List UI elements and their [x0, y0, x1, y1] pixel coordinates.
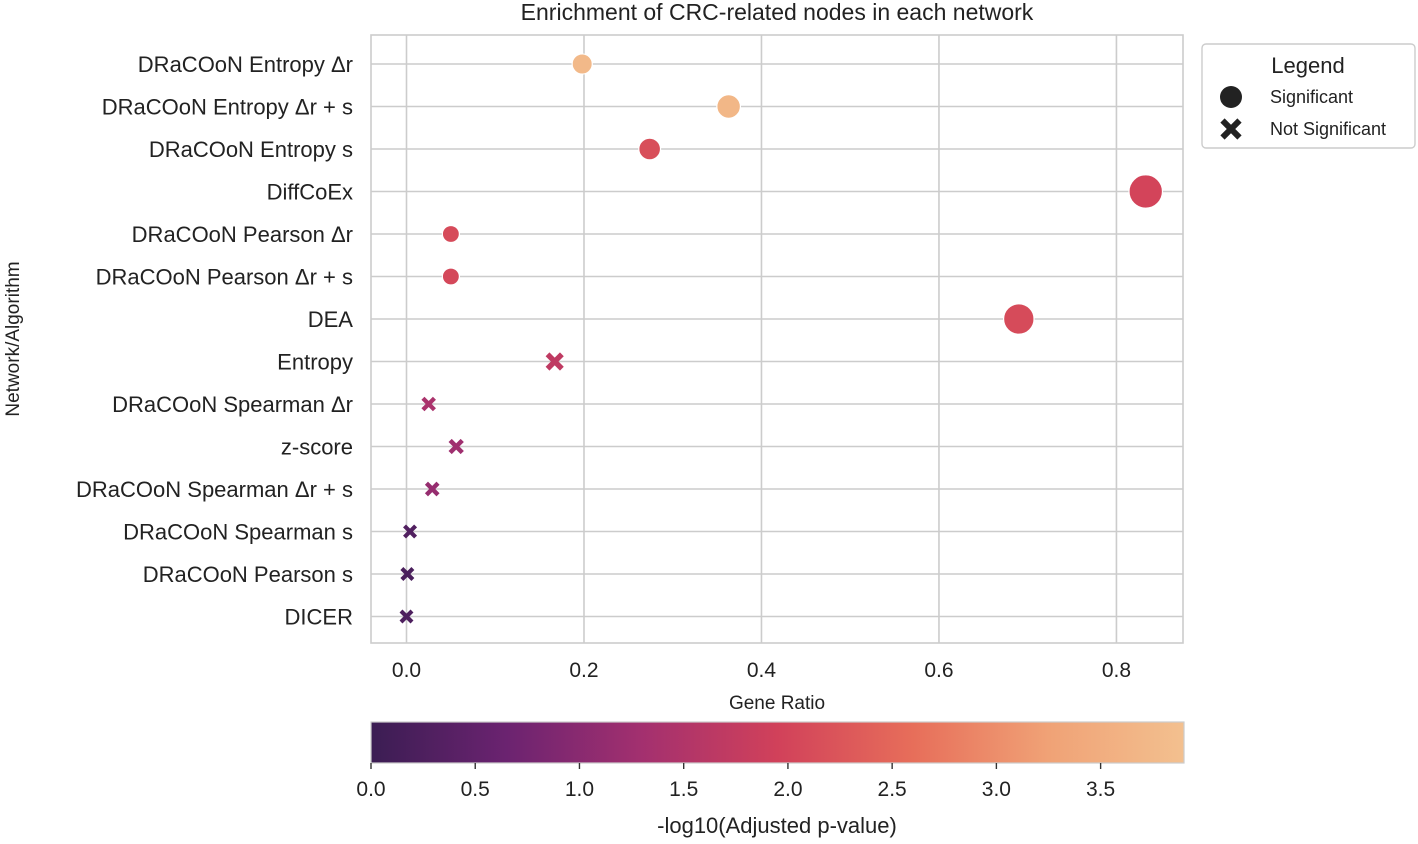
colorbar-gradient: [370, 721, 1185, 764]
y-tick-label: Entropy: [277, 350, 353, 375]
gridlines: [371, 35, 1183, 643]
data-point-not-significant: [545, 352, 564, 371]
legend-entry-label: Significant: [1270, 87, 1353, 107]
data-point-significant: [441, 267, 460, 286]
data-point-not-significant: [400, 567, 415, 581]
y-axis-label: Network/Algorithm: [3, 261, 24, 416]
data-point-not-significant: [448, 438, 464, 455]
data-point-significant: [571, 53, 593, 75]
colorbar-tick-label: 1.0: [565, 778, 594, 801]
colorbar-tick-label: 1.5: [669, 778, 698, 801]
plot-frame: [370, 34, 1184, 644]
data-point-significant: [638, 137, 662, 161]
y-tick-label: z-score: [281, 435, 353, 460]
data-point-significant: [716, 94, 742, 119]
y-tick-label: DRaCOoN Spearman Δr + s: [76, 477, 353, 502]
y-tick-label: DRaCOoN Entropy Δr: [138, 52, 353, 77]
x-tick-label: 0.0: [392, 659, 421, 682]
data-point-not-significant: [403, 524, 418, 539]
colorbar-tick-label: 2.0: [773, 778, 802, 801]
chart-title: Enrichment of CRC-related nodes in each …: [521, 0, 1034, 25]
legend-entry-label: Not Significant: [1270, 119, 1386, 139]
y-tick-label: DRaCOoN Pearson Δr + s: [96, 265, 353, 290]
legend-title: Legend: [1271, 53, 1344, 78]
legend-marker-x: [1220, 118, 1242, 140]
y-tick-label: DRaCOoN Entropy s: [149, 137, 353, 162]
x-tick-label: 0.8: [1102, 659, 1131, 682]
data-markers: [399, 53, 1164, 624]
data-point-not-significant: [424, 481, 440, 497]
data-point-significant: [1002, 303, 1035, 335]
data-point-significant: [1128, 174, 1164, 209]
y-tick-label: DiffCoEx: [267, 180, 353, 205]
colorbar-tick-label: 3.5: [1086, 778, 1115, 801]
colorbar-label: -log10(Adjusted p-value): [657, 813, 897, 838]
y-tick-label: DRaCOoN Pearson Δr: [132, 222, 353, 247]
x-tick-label: 0.4: [747, 659, 777, 682]
y-tick-label: DRaCOoN Spearman Δr: [112, 392, 353, 417]
legend: Legend Significant Not Significant: [1201, 43, 1416, 149]
y-tick-label: DRaCOoN Pearson s: [143, 562, 353, 587]
x-axis-ticks: 0.0 0.2 0.4 0.6 0.8: [392, 659, 1131, 682]
data-point-significant: [441, 224, 460, 244]
colorbar: 0.0 0.5 1.0 1.5 2.0 2.5 3.0 3.5 -log10(Adjusted…: [356, 721, 1185, 838]
colorbar-ticks: 0.0 0.5 1.0 1.5 2.0 2.5 3.0 3.5: [356, 763, 1115, 801]
x-tick-label: 0.2: [569, 659, 598, 682]
y-tick-label: DRaCOoN Spearman s: [123, 520, 353, 545]
colorbar-tick-label: 0.0: [356, 778, 385, 801]
x-tick-label: 0.6: [924, 659, 953, 682]
y-tick-label: DICER: [285, 605, 353, 630]
legend-marker-circle: [1220, 86, 1242, 108]
colorbar-tick-label: 3.0: [982, 778, 1011, 801]
y-axis-labels: DRaCOoN Entropy Δr DRaCOoN Entropy Δr + s…: [76, 52, 353, 630]
y-tick-label: DEA: [308, 307, 354, 332]
colorbar-tick-label: 0.5: [461, 778, 490, 801]
legend-frame: [1201, 43, 1416, 149]
colorbar-tick-label: 2.5: [878, 778, 907, 801]
data-point-not-significant: [421, 396, 436, 412]
legend-entries: Significant Not Significant: [1220, 86, 1386, 140]
y-tick-label: DRaCOoN Entropy Δr + s: [102, 95, 353, 120]
x-axis-label: Gene Ratio: [729, 693, 825, 714]
data-point-not-significant: [399, 609, 414, 624]
